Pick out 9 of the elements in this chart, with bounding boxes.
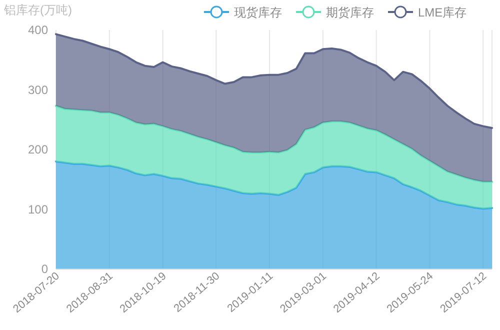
y-axis-title: 铝库存(万吨) (3, 3, 72, 17)
legend-label: 现货库存 (234, 6, 282, 20)
legend-label: 期货库存 (326, 6, 374, 20)
y-tick-label: 400 (28, 23, 48, 37)
y-tick-label: 0 (41, 262, 48, 276)
y-tick-label: 100 (28, 202, 48, 216)
y-tick-label: 200 (28, 142, 48, 156)
legend-label: LME库存 (418, 6, 467, 20)
y-tick-label: 300 (28, 82, 48, 97)
